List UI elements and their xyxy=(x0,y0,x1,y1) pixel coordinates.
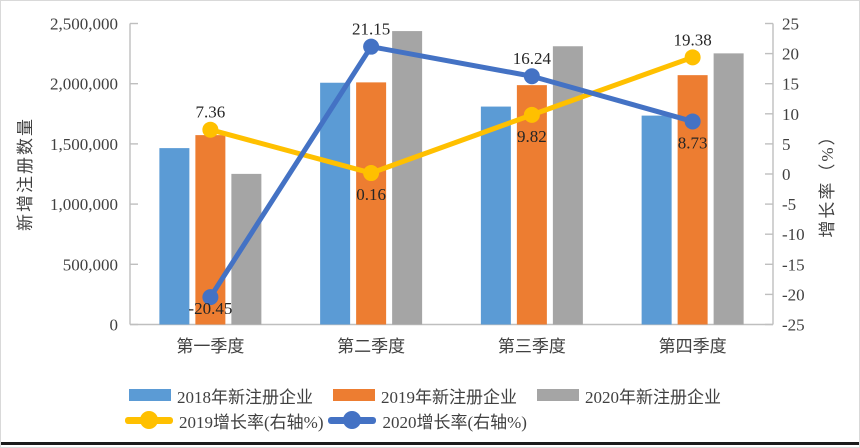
legend-label-2020: 2020年新注册企业 xyxy=(585,387,721,407)
legend-item-2020-growth-line: 2020增长率(右轴%) xyxy=(328,408,527,433)
legend-label-2018: 2018年新注册企业 xyxy=(177,387,313,407)
bar-2020年新注册企业-q4 xyxy=(713,53,744,325)
data-label-2020增长率(右轴%)-q3: 16.24 xyxy=(513,49,552,68)
bar-2020年新注册企业-q2 xyxy=(392,31,423,325)
document-rule xyxy=(1,442,859,445)
chart-legend-row-2: 2019增长率(右轴%) 2020增长率(右轴%) xyxy=(125,411,527,432)
data-label-2019增长率(右轴%)-q4: 19.38 xyxy=(674,30,712,49)
marker-2019增长率(右轴%)-q2 xyxy=(363,165,380,182)
right-axis-tick-label: 25 xyxy=(782,15,799,34)
right-axis-tick-label: 10 xyxy=(782,105,799,124)
legend-item-2018-bars: 2018年新注册企业 xyxy=(129,383,313,408)
legend-swatch-2019 xyxy=(333,389,375,401)
legend-label-2019: 2019年新注册企业 xyxy=(381,387,517,407)
left-axis-title: 新增注册数量 xyxy=(16,117,35,231)
legend-item-2019-growth-line: 2019增长率(右轴%) xyxy=(125,408,323,433)
legend-swatch-2018 xyxy=(129,389,171,401)
marker-2019增长率(右轴%)-q1 xyxy=(202,121,219,138)
marker-2020增长率(右轴%)-q1 xyxy=(202,289,219,306)
right-axis-tick-label: -15 xyxy=(782,255,805,274)
legend-label-2019-growth: 2019增长率(右轴%) xyxy=(179,412,324,432)
data-label-2020增长率(右轴%)-q1: -20.45 xyxy=(188,299,232,318)
left-axis-tick-label: 1,500,000 xyxy=(50,135,118,154)
category-label: 第二季度 xyxy=(337,337,405,356)
data-label-2019增长率(右轴%)-q3: 9.82 xyxy=(517,127,547,146)
bar-2019年新注册企业-q4 xyxy=(677,75,708,325)
legend-item-2020-bars: 2020年新注册企业 xyxy=(537,383,721,408)
line-2019增长率(右轴%) xyxy=(207,54,696,176)
chart-legend-row-1: 2018年新注册企业 2019年新注册企业 2020年新注册企业 xyxy=(129,386,721,407)
right-axis-tick-label: -25 xyxy=(782,316,805,335)
bar-2019年新注册企业-q3 xyxy=(516,85,547,325)
left-axis-tick-label: 500,000 xyxy=(63,255,118,274)
legend-label-2020-growth: 2020增长率(右轴%) xyxy=(382,412,527,432)
bar-2018年新注册企业-q2 xyxy=(320,82,351,325)
bar-2019年新注册企业-q2 xyxy=(356,82,387,325)
left-axis-tick-label: 1,000,000 xyxy=(50,195,118,214)
marker-2020增长率(右轴%)-q4 xyxy=(684,113,701,130)
marker-2019增长率(右轴%)-q4 xyxy=(684,49,701,66)
right-axis-tick-label: -10 xyxy=(782,225,805,244)
legend-swatch-2020 xyxy=(537,389,579,401)
right-axis-tick-label: 15 xyxy=(782,75,799,94)
legend-item-2019-bars: 2019年新注册企业 xyxy=(333,383,517,408)
left-axis-tick-label: 0 xyxy=(110,316,119,335)
data-label-2020增长率(右轴%)-q4: 8.73 xyxy=(678,133,708,152)
bar-2018年新注册企业-q1 xyxy=(159,148,190,325)
marker-2020增长率(右轴%)-q2 xyxy=(363,38,380,55)
data-label-2020增长率(右轴%)-q2: 21.15 xyxy=(352,20,390,39)
right-axis-tick-label: -20 xyxy=(782,285,805,304)
data-label-2019增长率(右轴%)-q2: 0.16 xyxy=(356,185,386,204)
right-axis-tick-label: -5 xyxy=(782,195,796,214)
left-axis-tick-label: 2,000,000 xyxy=(50,75,118,94)
right-axis-tick-label: 0 xyxy=(782,165,791,184)
left-axis-tick-label: 2,500,000 xyxy=(50,15,118,34)
data-label-2019增长率(右轴%)-q1: 7.36 xyxy=(196,103,226,122)
right-axis-tick-label: 5 xyxy=(782,135,791,154)
bar-2020年新注册企业-q3 xyxy=(552,46,583,325)
bar-2020年新注册企业-q1 xyxy=(231,173,262,325)
bar-2018年新注册企业-q4 xyxy=(641,115,672,325)
bar-2018年新注册企业-q3 xyxy=(480,106,511,325)
marker-2019增长率(右轴%)-q3 xyxy=(523,106,540,123)
category-label: 第四季度 xyxy=(659,337,727,356)
right-axis-title: 增长率（%） xyxy=(818,126,837,237)
category-label: 第一季度 xyxy=(176,337,244,356)
category-label: 第三季度 xyxy=(498,337,566,356)
line-2020增长率(右轴%) xyxy=(207,44,696,300)
legend-line-marker-2019-growth xyxy=(125,411,173,429)
legend-line-marker-2020-growth xyxy=(328,411,377,429)
marker-2020增长率(右轴%)-q3 xyxy=(523,68,540,85)
right-axis-tick-label: 20 xyxy=(782,45,799,64)
